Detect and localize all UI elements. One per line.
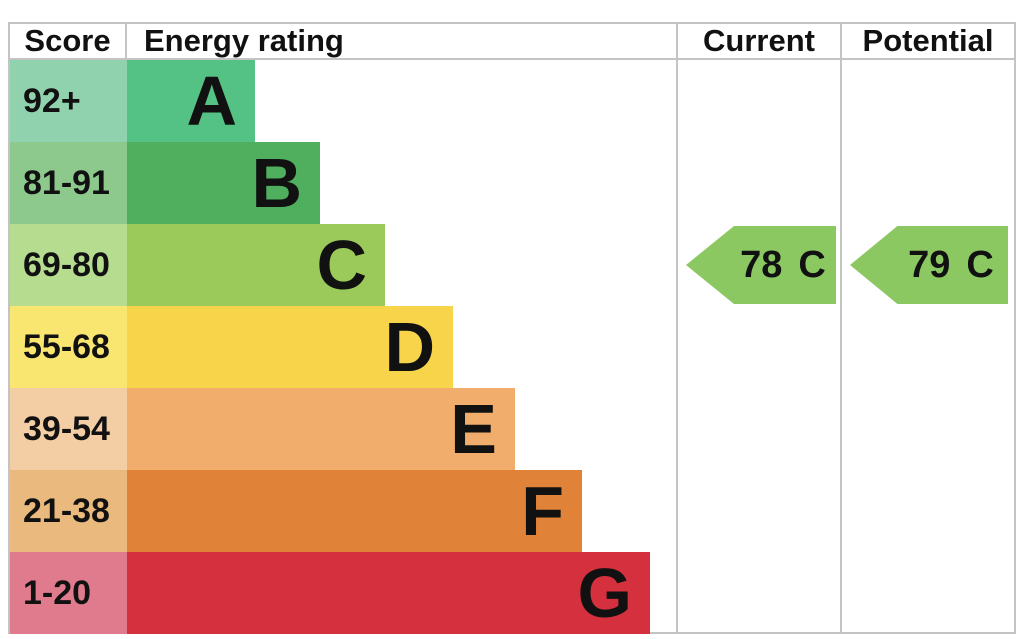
band-row-f: 21-38 F [10,470,676,552]
band-row-e: 39-54 E [10,388,676,470]
potential-rating-text: 79 C [894,244,1008,287]
band-row-a: 92+ A [10,60,676,142]
current-column: Current 78 C [676,23,840,632]
band-letter-g: G [577,554,632,632]
score-range-a: 92+ [10,60,127,142]
current-band-letter: C [798,243,826,286]
band-bar-e: E [127,388,515,470]
band-row-c: 69-80 C [10,224,676,306]
score-range-e: 39-54 [10,388,127,470]
score-range-c: 69-80 [10,224,127,306]
potential-score-value: 79 [908,243,951,286]
band-letter-e: E [450,390,497,468]
current-rating-text: 78 C [730,244,836,287]
band-bar-c: C [127,224,385,306]
score-range-d: 55-68 [10,306,127,388]
current-column-header: Current [678,23,840,60]
epc-rating-table: Score Energy rating 92+ A 81-91 B 69-80 … [8,22,1016,634]
band-bar-d: D [127,306,453,388]
rating-scale-section: Score Energy rating 92+ A 81-91 B 69-80 … [10,23,676,634]
score-range-g: 1-20 [10,552,127,634]
band-letter-d: D [384,308,435,386]
potential-column: Potential 79 C [840,23,1014,632]
band-row-d: 55-68 D [10,306,676,388]
potential-column-header: Potential [842,23,1014,60]
band-bar-g: G [127,552,650,634]
band-bar-a: A [127,60,255,142]
band-letter-b: B [251,144,302,222]
current-rating-arrow: 78 C [686,226,836,304]
band-bar-b: B [127,142,320,224]
band-letter-c: C [316,226,367,304]
score-column-header: Score [10,23,127,58]
table-header-left: Score Energy rating [10,23,676,60]
energy-rating-column-header: Energy rating [144,23,344,58]
band-row-g: 1-20 G [10,552,676,634]
potential-rating-arrow: 79 C [850,226,1008,304]
score-range-b: 81-91 [10,142,127,224]
band-bar-f: F [127,470,582,552]
band-rows: 92+ A 81-91 B 69-80 C 55-68 [10,60,676,634]
potential-band-letter: C [966,243,994,286]
band-letter-f: F [521,472,564,550]
current-score-value: 78 [740,243,783,286]
score-range-f: 21-38 [10,470,127,552]
band-row-b: 81-91 B [10,142,676,224]
band-letter-a: A [186,62,237,140]
